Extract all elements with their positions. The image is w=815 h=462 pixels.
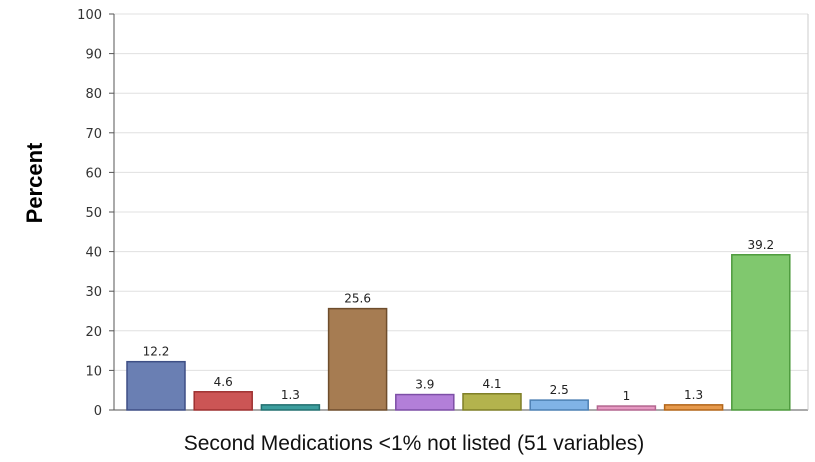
- bar: [529, 399, 589, 411]
- y-axis-label: Percent: [22, 142, 47, 223]
- bar: [327, 307, 388, 411]
- bar: [596, 405, 657, 411]
- y-tick-label: 80: [85, 87, 102, 102]
- bars: [126, 254, 791, 411]
- y-tick-label: 30: [85, 285, 102, 300]
- y-tick-label: 90: [85, 48, 102, 63]
- y-tick-label: 60: [85, 166, 102, 181]
- y-tick-label: 70: [85, 127, 102, 142]
- bar: [663, 404, 724, 411]
- bar: [193, 391, 253, 411]
- bar-value-label: 4.6: [214, 375, 233, 389]
- bar-value-label: 12.2: [143, 345, 170, 359]
- y-tick-label: 0: [94, 404, 102, 419]
- y-tick-label: 10: [85, 364, 102, 379]
- bar-value-label: 4.1: [482, 377, 501, 391]
- bar: [462, 393, 522, 411]
- bar-value-label: 25.6: [344, 292, 371, 306]
- y-tick-labels: 0 10 20 30 40 50 60 70 80 90 100: [77, 8, 114, 419]
- bar: [126, 360, 186, 411]
- bar-value-label: 2.5: [550, 383, 569, 397]
- bar-value-label: 3.9: [415, 378, 434, 392]
- y-tick-label: 50: [85, 206, 102, 221]
- bar-value-label: 1.3: [281, 388, 300, 402]
- bar-value-labels: 12.2 4.6 1.3 25.6 3.9 4.1 2.5 1 1.3 39.2: [143, 238, 775, 403]
- bar-value-label: 1.3: [684, 388, 703, 402]
- x-axis-label: Second Medications <1% not listed (51 va…: [184, 432, 645, 455]
- y-tick-label: 20: [85, 325, 102, 340]
- y-tick-label: 40: [85, 246, 102, 261]
- bar: [395, 393, 455, 411]
- y-tick-label: 100: [77, 8, 102, 23]
- bar: [260, 404, 321, 411]
- bar-value-label: 39.2: [747, 238, 774, 252]
- gridlines: [114, 13, 808, 371]
- bar-value-label: 1: [623, 389, 631, 403]
- bar: [731, 254, 791, 411]
